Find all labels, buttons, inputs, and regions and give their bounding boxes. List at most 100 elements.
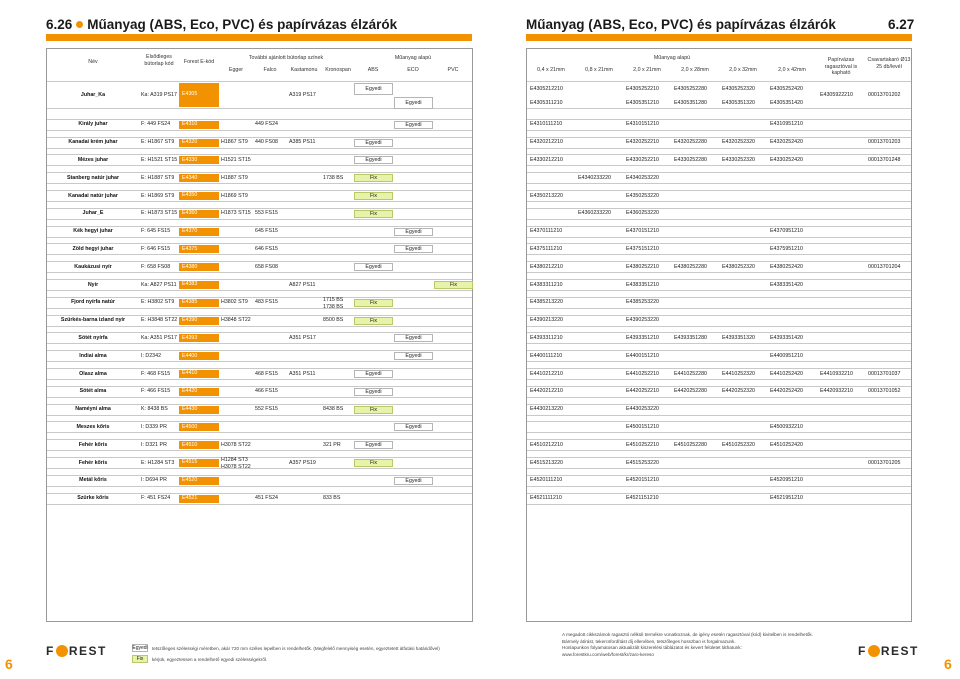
row-screw-code: 00013701052 — [868, 388, 901, 395]
row-forest-code: E4305 — [179, 83, 219, 107]
row-article-code: E4521151210 — [626, 495, 659, 502]
right-title-text: Műanyag (ABS, Eco, PVC) és papírvázas él… — [526, 17, 836, 32]
row-board-code: Ka: A827 PS11 — [141, 281, 177, 288]
row-article-code: E4320252420 — [770, 139, 803, 146]
row-screw-code: 00013701203 — [868, 139, 901, 146]
row-board-code: F: 658 FS08 — [141, 263, 171, 270]
row-board-code: E: H1284 ST3 — [141, 459, 175, 466]
row-article-code: E4430213220 — [530, 406, 563, 413]
row-name: Naméyni alma — [75, 406, 111, 413]
row-kastamonu: A351 PS11 — [289, 370, 316, 377]
row-board-code: K: 8438 BS — [141, 406, 168, 413]
row-screw-code: 00013701037 — [868, 370, 901, 377]
row-egger: H1521 ST15 — [221, 156, 251, 163]
row-article-code: E4370111210 — [530, 228, 563, 235]
row-board-code: I: D2342 — [141, 352, 162, 359]
row-forest-code: E4375 — [179, 245, 219, 254]
row-article-code: E4330252280 — [674, 156, 707, 163]
row-forest-code: E4430 — [179, 405, 219, 414]
row-article-code: E4410252280 — [674, 370, 707, 377]
table-row: Naméyni alma K: 8438 BS E4430 552 FS15 8438 … — [47, 403, 472, 416]
footnote-line: Bármely átírást, tekercsfordítást díj el… — [562, 638, 736, 644]
row-material-type: Fix — [354, 316, 393, 325]
row-article-code: E4305252280 — [674, 85, 707, 92]
row-board-code: I: D339 PR — [141, 423, 167, 430]
row-kastamonu: A827 PS11 — [289, 281, 316, 288]
globe-icon — [867, 645, 880, 657]
table-row: Juhar_Ka Ka: A319 PS17 E4305 A319 PS17 Egyed… — [47, 81, 472, 109]
row-board-code: E: H1521 ST15 — [141, 156, 178, 163]
footnote-link[interactable]: www.forestkru.com/web/forest/kr/zaro-ker… — [562, 651, 654, 657]
right-header-rule — [526, 34, 912, 41]
row-article-code: E4521111210 — [530, 495, 562, 502]
right-chapter-number: 6.27 — [888, 17, 915, 32]
right-table-header: Műanyag alapú 0,4 x 21mm 0,8 x 21mm 2,0 … — [527, 49, 911, 77]
row-article-code: E4410252320 — [722, 370, 755, 377]
row-article-code: E4360233220 — [578, 210, 611, 217]
table-row: E4521111210 E4521151210 E4521951210 — [527, 492, 911, 505]
row-board-code: F: 449 FS24 — [141, 121, 171, 128]
row-falco: 451 FS24 — [255, 495, 278, 502]
row-egger: H3078 ST22 — [221, 441, 251, 448]
row-article-code: E4380212210 — [530, 263, 563, 270]
row-falco: 552 FS15 — [255, 406, 278, 413]
row-material-type: Egyedi — [394, 97, 433, 109]
row-material-type: Egyedi — [394, 423, 433, 432]
footnote-line: Honlapunkon folyamatosan aktualizált kis… — [562, 645, 742, 650]
row-article-code: E4420212210 — [530, 388, 563, 395]
row-material-type: Fix — [354, 459, 393, 467]
row-material-type: Egyedi — [354, 387, 393, 396]
table-row: E4310111210 E4310151210 E4310951210 — [527, 118, 911, 131]
row-board-code: Ka: A319 PS17 — [141, 91, 177, 98]
row-name: Juhar_Ka — [80, 91, 106, 98]
row-article-code: E4383311210 — [530, 281, 563, 288]
row-article-code: E4515253220 — [626, 459, 659, 466]
col-kronospan-header: Kronospan — [325, 67, 351, 73]
col-size-3-header: 2,0 x 28mm — [681, 67, 709, 73]
table-row: E4383311210 E4383351210 E4383351420 — [527, 279, 911, 291]
row-board-code: F: 468 FS15 — [141, 370, 171, 377]
row-article-code: E4370151210 — [626, 228, 659, 235]
row-article-code: E4520951210 — [770, 477, 803, 484]
row-article-code: E4360253220 — [626, 210, 659, 217]
row-article-code: E4305351320 — [722, 99, 755, 106]
col-forest-code-header: Forest E-kód — [183, 59, 215, 65]
row-forest-code: E4310 — [179, 120, 219, 129]
row-board-code: F: 451 FS24 — [141, 495, 171, 502]
row-material-type: Egyedi — [354, 263, 393, 272]
table-row: E4375111210 E4375151210 E4375951210 — [527, 243, 911, 256]
row-material-type: Egyedi — [354, 156, 393, 165]
row-forest-code: E4320 — [179, 138, 219, 147]
row-paper-code: E4410932210 — [820, 370, 853, 377]
row-article-code: E4305252210 — [626, 85, 659, 92]
table-row: E4515213220 E4515253220 00013701205 — [527, 457, 911, 469]
row-board-code: E: H1869 ST9 — [141, 192, 175, 199]
legend-fix: Fix kérjük, egyeztessen a rendelhető egy… — [132, 655, 267, 663]
table-row: Király juhar F: 449 FS24 E4310 449 FS24 Egye… — [47, 118, 472, 131]
table-row: E4320212210 E4320252210 E4320252280 E432025… — [527, 136, 911, 149]
row-article-code: E4510252210 — [626, 441, 659, 448]
row-board-code: F: 645 FS15 — [141, 228, 171, 235]
col-screw-header: Csavartakaró Ø13 25 db/levél — [867, 57, 911, 70]
table-row: E4350213220 E4350253220 — [527, 190, 911, 202]
row-article-code: E4310111210 — [530, 121, 563, 128]
row-material-type: Egyedi — [354, 441, 393, 450]
row-article-code: E4320252210 — [626, 139, 659, 146]
row-forest-code: E4360 — [179, 209, 219, 218]
row-article-code: E4305311210 — [530, 99, 563, 106]
row-falco: 645 FS15 — [255, 228, 278, 235]
row-article-code: E4375111210 — [530, 245, 563, 252]
row-egger: H1873 ST15 — [221, 210, 251, 217]
right-forest-logo: F REST — [858, 644, 919, 658]
right-page-title: Műanyag (ABS, Eco, PVC) és papírvázas él… — [526, 17, 836, 32]
footnote-line: A megadott cikkszámok ragasztó nélküli t… — [562, 632, 813, 637]
row-name: Fjord nyírfa natúr — [71, 299, 115, 306]
row-board-code: Ka: A351 PS17 — [141, 334, 177, 341]
row-material-type: Egyedi — [354, 83, 393, 95]
table-row: E4510212210 E4510252210 E4510252280 E451025… — [527, 439, 911, 452]
row-forest-code: E4385 — [179, 298, 219, 307]
row-article-code: E4320252320 — [722, 139, 755, 146]
col-eco-header: ECO — [407, 67, 419, 73]
col-size-5-header: 2,0 x 42mm — [778, 67, 806, 73]
left-header-rule — [46, 34, 472, 41]
